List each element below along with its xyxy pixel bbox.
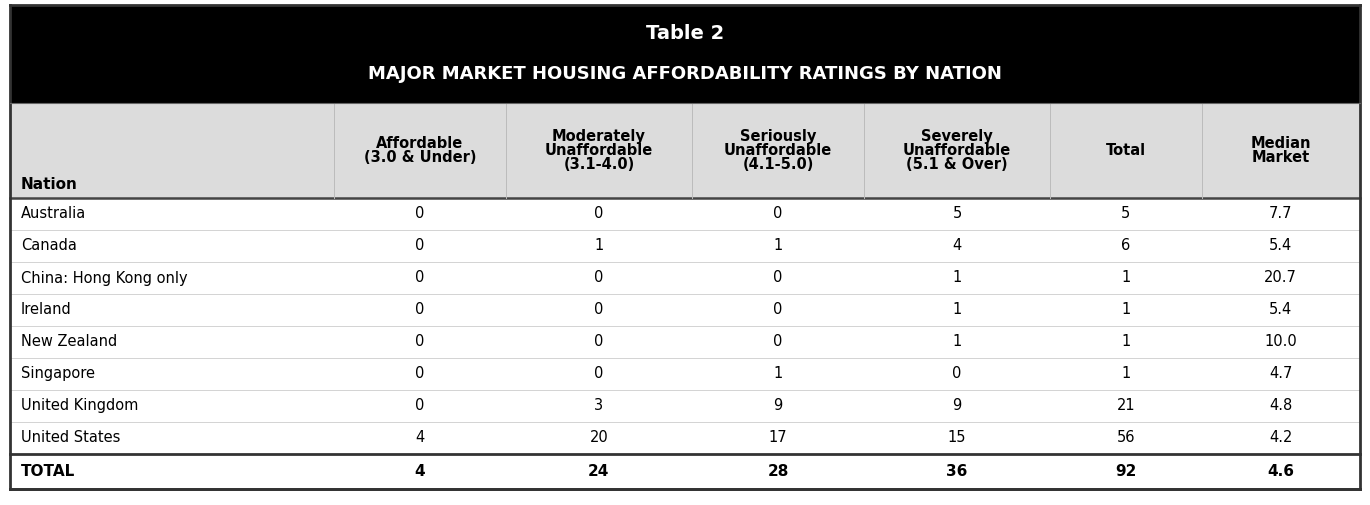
Text: 1: 1 (1121, 271, 1130, 285)
Text: Nation: Nation (21, 177, 78, 192)
Text: 0: 0 (415, 238, 425, 254)
Text: Market: Market (1252, 150, 1310, 165)
Text: Seriously: Seriously (740, 129, 817, 144)
Text: 24: 24 (588, 464, 610, 479)
Text: 9: 9 (773, 398, 782, 414)
Text: 1: 1 (595, 238, 604, 254)
Text: Ireland: Ireland (21, 302, 71, 318)
Text: Australia: Australia (21, 207, 86, 222)
Text: 1: 1 (773, 238, 782, 254)
Bar (10, 390, 1360, 422)
Text: 1: 1 (1121, 334, 1130, 349)
Text: (4.1-5.0): (4.1-5.0) (743, 157, 814, 172)
Bar (10, 422, 1360, 454)
Text: 1: 1 (952, 302, 962, 318)
Text: 0: 0 (595, 302, 604, 318)
Text: 0: 0 (773, 207, 782, 222)
Text: 20.7: 20.7 (1265, 271, 1297, 285)
Text: 21: 21 (1117, 398, 1136, 414)
Text: MAJOR MARKET HOUSING AFFORDABILITY RATINGS BY NATION: MAJOR MARKET HOUSING AFFORDABILITY RATIN… (369, 65, 1001, 83)
Text: 1: 1 (952, 334, 962, 349)
Text: 0: 0 (415, 367, 425, 381)
Bar (10, 262, 1360, 294)
Text: United States: United States (21, 430, 121, 445)
Text: 0: 0 (595, 367, 604, 381)
Text: 6: 6 (1121, 238, 1130, 254)
Bar (10, 103, 1360, 198)
Text: Canada: Canada (21, 238, 77, 254)
Bar (10, 294, 1360, 326)
Bar (10, 5, 1360, 103)
Text: 3: 3 (595, 398, 603, 414)
Text: Unaffordable: Unaffordable (545, 143, 653, 158)
Text: 36: 36 (947, 464, 967, 479)
Text: 5: 5 (1121, 207, 1130, 222)
Text: Singapore: Singapore (21, 367, 95, 381)
Text: 17: 17 (769, 430, 788, 445)
Text: 92: 92 (1115, 464, 1137, 479)
Text: 5: 5 (952, 207, 962, 222)
Text: (3.1-4.0): (3.1-4.0) (563, 157, 634, 172)
Text: Unaffordable: Unaffordable (723, 143, 832, 158)
Text: 5.4: 5.4 (1269, 302, 1292, 318)
Text: Moderately: Moderately (552, 129, 645, 144)
Text: 4.2: 4.2 (1269, 430, 1292, 445)
Text: 28: 28 (767, 464, 789, 479)
Text: 0: 0 (415, 207, 425, 222)
Text: 20: 20 (589, 430, 608, 445)
Text: 0: 0 (415, 334, 425, 349)
Text: 0: 0 (773, 302, 782, 318)
Text: 0: 0 (415, 398, 425, 414)
Text: 1: 1 (1121, 302, 1130, 318)
Text: 0: 0 (773, 334, 782, 349)
Text: Affordable: Affordable (377, 136, 463, 151)
Text: 4.8: 4.8 (1269, 398, 1292, 414)
Text: United Kingdom: United Kingdom (21, 398, 138, 414)
Text: 7.7: 7.7 (1269, 207, 1292, 222)
Bar (10, 326, 1360, 358)
Text: Severely: Severely (921, 129, 993, 144)
Bar (10, 454, 1360, 489)
Text: 4: 4 (415, 430, 425, 445)
Text: China: Hong Kong only: China: Hong Kong only (21, 271, 188, 285)
Text: 0: 0 (595, 271, 604, 285)
Text: 0: 0 (952, 367, 962, 381)
Text: 0: 0 (773, 271, 782, 285)
Text: 4: 4 (952, 238, 962, 254)
Text: 5.4: 5.4 (1269, 238, 1292, 254)
Text: 0: 0 (595, 334, 604, 349)
Text: 9: 9 (952, 398, 962, 414)
Text: Median: Median (1251, 136, 1311, 151)
Bar (10, 230, 1360, 262)
Text: Total: Total (1106, 143, 1145, 158)
Text: 1: 1 (952, 271, 962, 285)
Text: 0: 0 (595, 207, 604, 222)
Text: 1: 1 (773, 367, 782, 381)
Text: 56: 56 (1117, 430, 1136, 445)
Bar (10, 358, 1360, 390)
Text: 1: 1 (1121, 367, 1130, 381)
Text: 4: 4 (415, 464, 425, 479)
Text: 4.6: 4.6 (1267, 464, 1295, 479)
Text: Table 2: Table 2 (645, 24, 725, 43)
Text: 0: 0 (415, 302, 425, 318)
Text: (5.1 & Over): (5.1 & Over) (906, 157, 1008, 172)
Text: (3.0 & Under): (3.0 & Under) (363, 150, 475, 165)
Text: 15: 15 (948, 430, 966, 445)
Bar (10, 198, 1360, 230)
Text: TOTAL: TOTAL (21, 464, 75, 479)
Text: 10.0: 10.0 (1265, 334, 1297, 349)
Text: Unaffordable: Unaffordable (903, 143, 1011, 158)
Text: 0: 0 (415, 271, 425, 285)
Text: New Zealand: New Zealand (21, 334, 118, 349)
Text: 4.7: 4.7 (1269, 367, 1292, 381)
